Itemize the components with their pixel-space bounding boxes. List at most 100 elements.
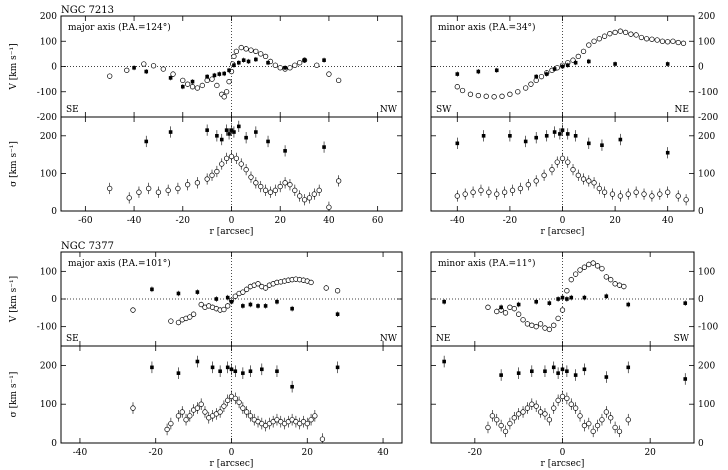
chart2-sigma-xtick-label: 0: [560, 216, 566, 226]
chart3-sigma-point-filled: [233, 369, 238, 374]
chart4-v-point-filled: [442, 299, 446, 304]
chart4-sigma-ytick-label: 0: [698, 439, 704, 449]
chart2-v-ytick-label: -200: [698, 113, 718, 123]
chart3-v-right-direction: NW: [380, 334, 398, 344]
chart1-v-point-filled: [190, 79, 195, 84]
chart3-sigma-point-filled: [195, 359, 200, 364]
chart3-v-point-filled: [335, 312, 340, 317]
chart4-sigma-point-filled: [543, 369, 547, 374]
chart1-sigma-point-open: [282, 180, 288, 186]
chart3-v-ytick-label: 100: [40, 267, 57, 277]
chart1-sigma-xtick-label: -60: [78, 216, 93, 226]
chart1-sigma-point-open: [204, 176, 210, 182]
chart1-v-point-filled: [254, 57, 258, 62]
chart2-sigma-point-open: [462, 191, 468, 197]
chart3-sigma-point-filled: [290, 384, 294, 389]
chart3-sigma-point-open: [236, 399, 242, 405]
chart2-sigma-ytick-label: 0: [698, 207, 704, 217]
chart1-v-point-open: [238, 44, 244, 51]
chart3-sigma-point-filled: [225, 365, 230, 370]
chart4-v-point-open: [533, 323, 539, 330]
chart4-v-point-open: [546, 326, 552, 333]
chart4-sigma-point-filled: [556, 371, 560, 375]
chart1-v-point-filled: [132, 65, 136, 70]
chart4-sigma-point-open: [494, 417, 500, 423]
chart1-v-point-open: [185, 81, 191, 87]
chart2-sigma-point-open: [591, 180, 597, 186]
chart2-v-point-filled: [544, 72, 549, 76]
chart3-v-point-open: [190, 311, 197, 317]
chart2-sigma-point-open: [617, 193, 624, 199]
chart3-v-point-filled: [290, 306, 294, 311]
chart2-sigma-point-filled: [558, 132, 562, 136]
chart1-sigma-point-filled: [229, 128, 234, 132]
chart1-sigma-xtick-label: -20: [176, 216, 191, 226]
chart4-sigma-point-open: [603, 409, 609, 415]
chart1-v-point-filled: [168, 76, 173, 80]
chart2-sigma-ytick-label: 200: [698, 132, 715, 142]
chart2-sigma-point-open: [454, 193, 460, 199]
chart2-sigma-point-open: [601, 189, 608, 195]
chart4-sigma-point-filled: [560, 367, 565, 372]
chart4-v-point-open: [494, 308, 500, 315]
chart3-sigma-ytick-label: 200: [40, 361, 57, 371]
chart1-sigma-point-filled: [168, 130, 173, 134]
chart1-v-point-open: [223, 89, 230, 95]
chart2-sigma-point-open: [501, 189, 508, 195]
chart4-v-ytick-label: 0: [698, 295, 704, 305]
chart3-v-point-open: [130, 307, 136, 313]
chart4-sigma-point-open: [559, 393, 566, 400]
chart2-sigma-point-filled: [565, 132, 570, 136]
chart4-v-point-open: [594, 263, 601, 269]
chart1-v-point-open: [160, 66, 166, 72]
chart3-sigma-point-open: [247, 413, 254, 419]
chart3-sigma-xtick-label: -20: [148, 448, 163, 458]
chart2-v-point-filled: [455, 72, 460, 76]
chart4-sigma-point-open: [537, 409, 544, 415]
chart1-v-point-open: [277, 65, 283, 71]
chart4-sigma-point-open: [507, 420, 513, 427]
chart1-sigma-point-open: [146, 185, 152, 192]
chart1-sigma-point-open: [336, 178, 342, 184]
chart1-sigma-point-open: [185, 182, 191, 188]
chart2-v-point-open: [622, 29, 629, 36]
chart1-v-point-open: [141, 61, 147, 67]
chart4-sigma-point-open: [542, 411, 548, 417]
chart3-sigma-point-open: [225, 397, 231, 403]
chart2-sigma-ytick-label: 100: [698, 169, 715, 179]
chart2-sigma-point-open: [554, 159, 560, 165]
chart1-v-point-filled: [222, 71, 226, 76]
chart2-sigma-xtick-label: 40: [662, 216, 674, 226]
chart3-sigma-point-open: [217, 409, 223, 415]
chart2-sigma-point-open: [575, 172, 581, 178]
chart1-sigma-point-filled: [227, 132, 231, 136]
chart4-v-point-open: [502, 310, 509, 316]
chart3-sigma-ytick-label: 0: [51, 439, 57, 449]
chart1-sigma-point-open: [219, 161, 225, 167]
chart2-sigma-xtick-label: -40: [450, 216, 465, 226]
galaxy-label-ngc7377: NGC 7377: [61, 241, 114, 252]
chart2-sigma-point-filled: [455, 141, 460, 146]
chart1-sigma-xtick-label: 40: [323, 216, 335, 226]
chart4-v-ytick-label: 100: [698, 267, 715, 277]
chart2-sigma-point-open: [565, 159, 571, 165]
chart2-sigma-point-open: [541, 172, 547, 178]
chart4-sigma-point-filled: [683, 377, 688, 381]
chart1-v-left-direction: SE: [66, 105, 79, 115]
chart3-sigma-point-open: [232, 395, 238, 402]
chart2-sigma-point-open: [657, 191, 663, 197]
chart1-sigma-point-open: [301, 197, 308, 203]
chart4-sigma-point-open: [586, 420, 592, 427]
chart2-v-point-open: [507, 91, 513, 97]
chart1-sigma-point-filled: [254, 130, 258, 134]
chart4-sigma-xtick-label: 20: [644, 448, 656, 458]
chart1-v-point-open: [214, 82, 220, 89]
chart2-sigma-point-filled: [587, 141, 591, 146]
chart1-v-point-open: [221, 94, 227, 100]
chart4-v-left-direction: NE: [436, 334, 450, 344]
chart4-sigma-point-open: [577, 413, 583, 419]
chart1-sigma-point-open: [277, 183, 283, 190]
chart4-v-right-direction: SW: [674, 334, 690, 344]
chart4-v-point-filled: [556, 297, 560, 301]
chart4-v-point-open: [551, 322, 557, 328]
